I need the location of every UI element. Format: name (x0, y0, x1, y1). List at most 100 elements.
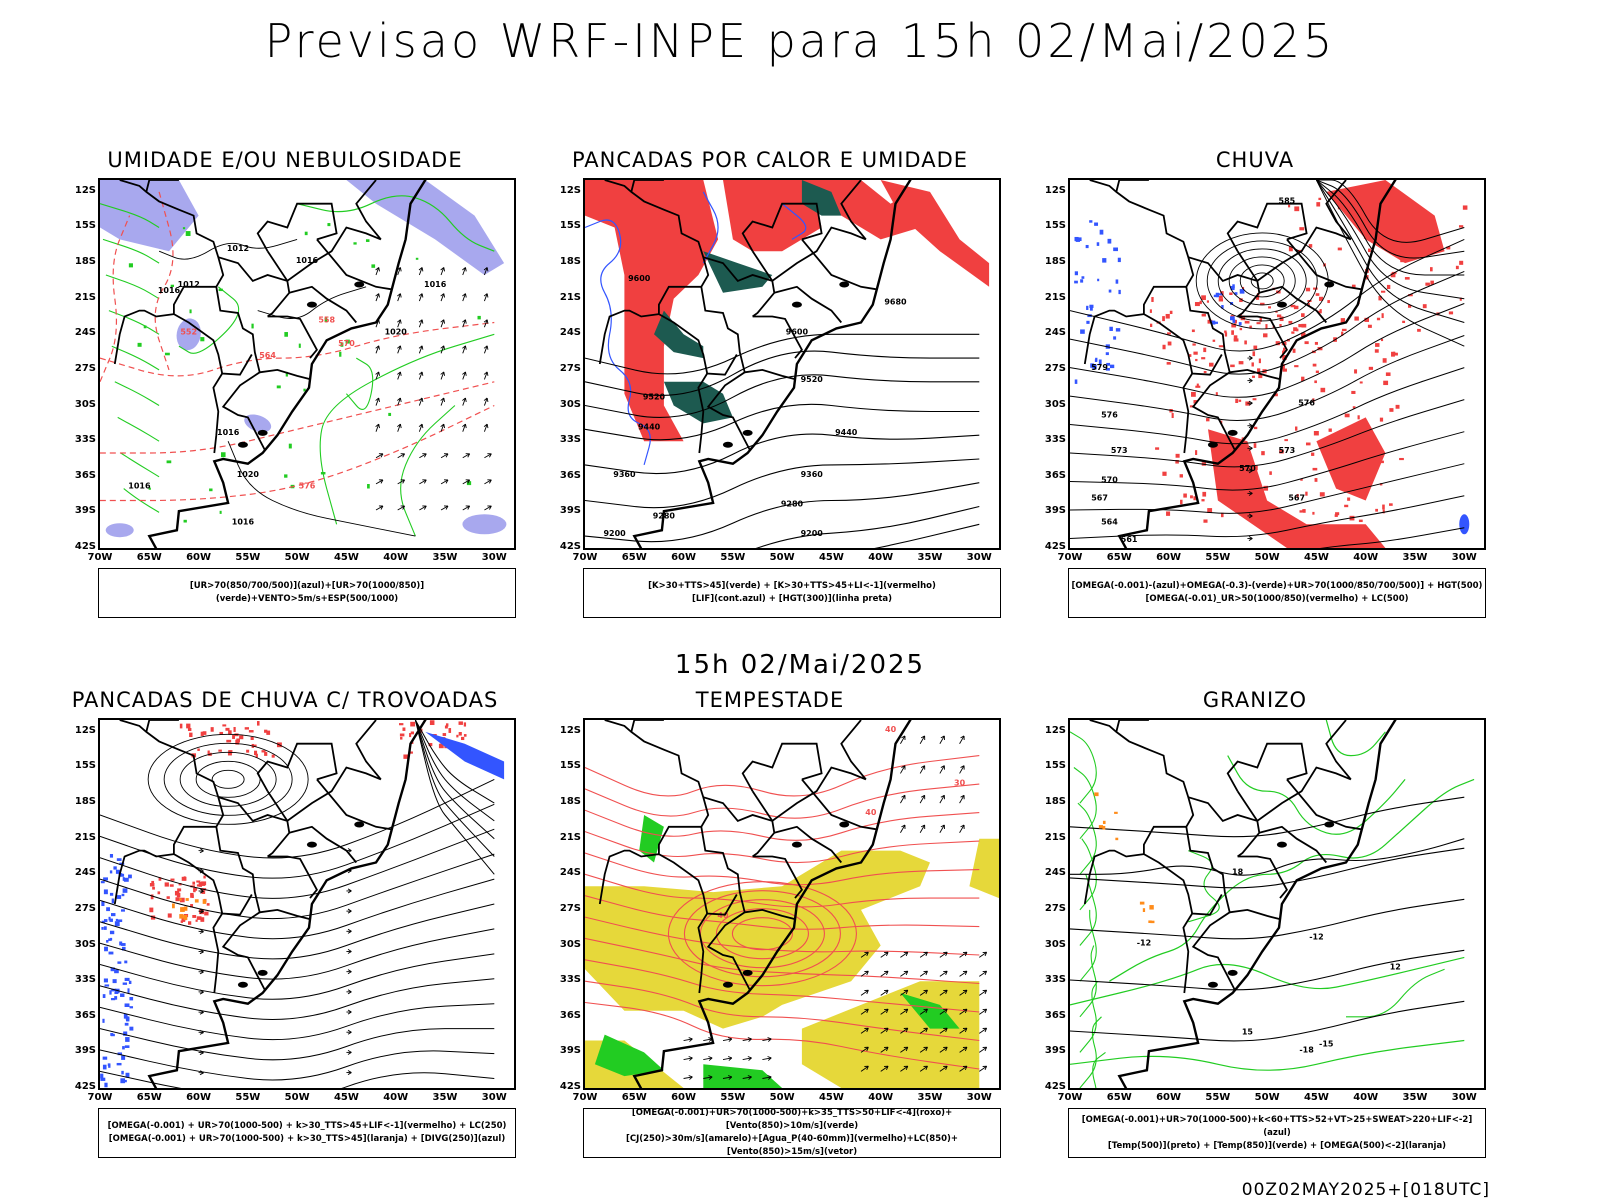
state-border (658, 285, 738, 376)
precip-cell (244, 727, 250, 730)
lon-tick-label: 30W (1451, 1092, 1477, 1103)
state-border (1188, 796, 1261, 858)
wind-vector (742, 1057, 752, 1060)
page-title: Previsao WRF-INPE para 15h 02/Mai/2025 (264, 14, 1336, 68)
cape-teal-area (654, 310, 704, 359)
humidity-contour (319, 333, 495, 525)
precip-cell (1232, 284, 1235, 289)
wind-vector-head (400, 479, 406, 484)
contour-label: -12 (1309, 933, 1323, 942)
wind-vector-head (397, 293, 402, 298)
wind-vector-head (901, 824, 906, 829)
wind-vector-head (443, 505, 449, 510)
wind-vector-head (1248, 490, 1253, 496)
precip-cell (251, 323, 254, 329)
wind-vector (484, 267, 488, 276)
lon-tick-label: 30W (966, 1092, 992, 1103)
lat-tick-label: 30S (1044, 398, 1066, 410)
precip-cell (1319, 296, 1324, 301)
state-border (267, 315, 318, 359)
cape-red-area (723, 180, 822, 252)
precip-cell (201, 883, 206, 886)
wind-vector-head (864, 1065, 869, 1071)
precip-cell (1402, 320, 1406, 324)
lat-tick-label: 12S (559, 184, 581, 196)
streamline (100, 778, 495, 859)
wind-vector (959, 765, 965, 774)
precip-cell (1089, 220, 1093, 223)
temp-500-contour (1070, 898, 1465, 940)
precip-cell (1282, 368, 1287, 372)
wind-vector (722, 1076, 732, 1079)
wind-vector-head (347, 1029, 352, 1035)
lat-tick-label: 33S (559, 434, 581, 446)
map-svg: 40 40 30 40 (585, 720, 999, 1088)
state-border (1259, 285, 1327, 324)
lon-tick-label: 50W (769, 1092, 795, 1103)
streamline (100, 853, 495, 920)
precip-cell (1367, 324, 1372, 328)
precip-cell (399, 723, 404, 726)
wind-vector (939, 1027, 948, 1034)
precip-cell (1258, 358, 1261, 364)
wind-vector (462, 293, 466, 302)
precip-cell (1224, 330, 1227, 333)
streamline (100, 1003, 495, 1041)
wind-vector (762, 1076, 772, 1079)
lat-tick-label: 30S (559, 938, 581, 950)
wind-vector (462, 267, 466, 276)
wind-vector (979, 1065, 987, 1072)
legend-box: [OMEGA(-0.001)+UR>70(1000-500)+k<60+TTS>… (1068, 1108, 1486, 1158)
precip-cell (117, 919, 123, 923)
precip-cell (184, 906, 188, 911)
lon-tick-label: 40W (383, 1092, 409, 1103)
precip-cell (400, 736, 403, 740)
state-border (119, 180, 266, 450)
precip-cell (115, 869, 121, 874)
legend-text: [OMEGA(-0.01)_UR>50(1000/850)(vermelho) … (1145, 594, 1409, 604)
precip-cell (1244, 320, 1250, 324)
precip-cell (1209, 362, 1214, 367)
precip-cell (428, 742, 433, 747)
lake (791, 301, 802, 308)
wind-vector-head (440, 423, 446, 429)
precip-cell (1089, 304, 1094, 308)
wind-vector-head (483, 397, 489, 403)
state-border (1188, 256, 1261, 318)
wind-vector-head (923, 1008, 928, 1014)
precip-cell (192, 914, 197, 918)
contour-line (158, 238, 298, 260)
humidity-contour (296, 195, 495, 252)
precip-cell (1394, 352, 1398, 356)
page-subtitle: 15h 02/Mai/2025 (674, 650, 926, 680)
precip-cell (1195, 358, 1198, 362)
lon-tick-label: 60W (1156, 552, 1182, 563)
precip-cell (1092, 364, 1097, 370)
lake (237, 981, 248, 988)
precip-cell (179, 723, 183, 729)
wind-vector-head (688, 1075, 693, 1080)
lat-tick-label: 33S (74, 434, 96, 446)
lat-tick-label: 15S (74, 220, 96, 232)
state-border (173, 825, 253, 916)
precip-cell (254, 750, 258, 756)
panel-pancadas-trovoadas: PANCADAS DE CHUVA C/ TROVOADAS 12S 15S 18S 2… (50, 688, 520, 1163)
contour-line (227, 441, 416, 537)
precip-cell (1155, 447, 1160, 450)
precip-cell (220, 452, 226, 458)
lake (1324, 821, 1335, 828)
wind-vector-head (727, 1056, 733, 1061)
precip-cell (410, 721, 416, 727)
precip-cell (117, 1052, 123, 1056)
legend-text: [OMEGA(-0.001) + UR>70(1000-500) + k>30_… (108, 1134, 506, 1144)
wind-vector-head (708, 1056, 713, 1061)
contour-line (100, 321, 495, 377)
precip-cell (415, 257, 419, 260)
state-border (1143, 285, 1223, 376)
wind-vector-head (962, 951, 968, 957)
wind-vector (440, 453, 449, 459)
wind-vector-head (199, 1070, 204, 1076)
precip-cell (1386, 284, 1391, 290)
lat-tick-label: 30S (559, 398, 581, 410)
precip-cell (1305, 287, 1311, 292)
